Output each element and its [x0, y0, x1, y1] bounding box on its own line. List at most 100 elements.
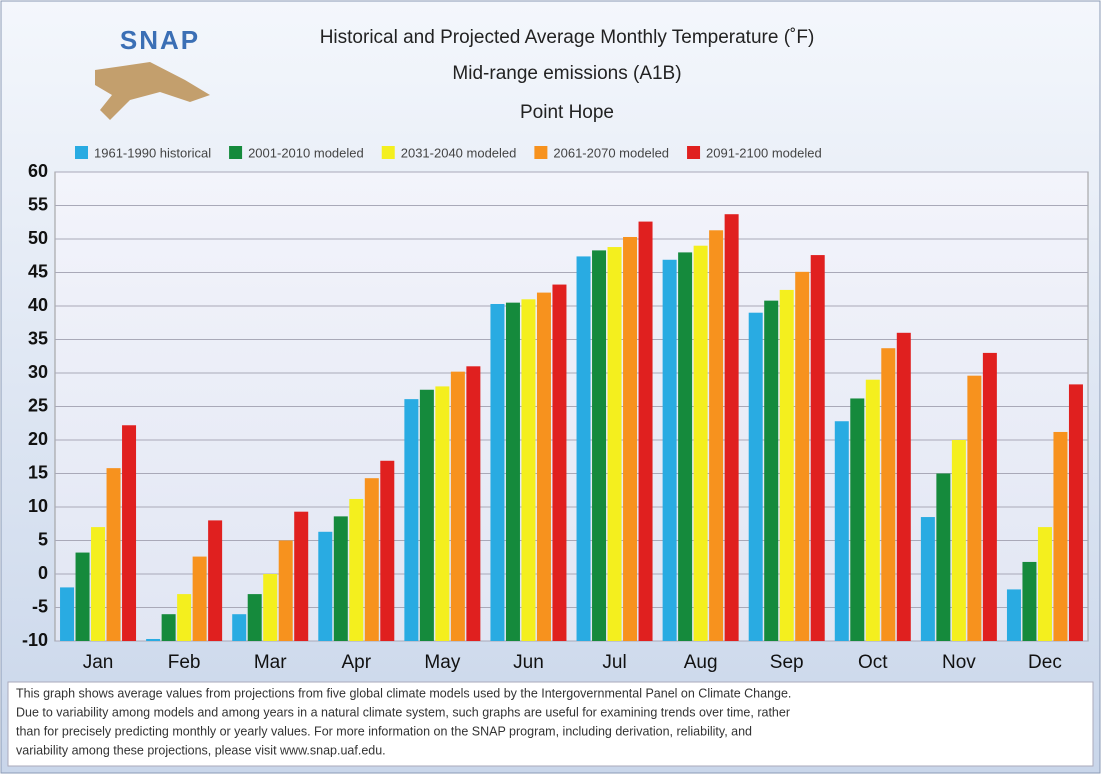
bar: [505, 302, 520, 641]
y-tick-label: 35: [28, 328, 48, 348]
bar: [724, 214, 739, 641]
bar: [693, 245, 708, 641]
bar: [232, 614, 247, 641]
bar: [896, 332, 911, 641]
footer-box: [7, 681, 1094, 767]
footer-text: This graph shows average values from pro…: [16, 686, 791, 700]
bar: [75, 552, 90, 641]
bar: [779, 289, 794, 641]
bar: [967, 375, 982, 641]
x-tick-label: Apr: [342, 652, 372, 673]
legend-label: 2001-2010 modeled: [248, 145, 364, 160]
y-tick-label: 30: [28, 362, 48, 382]
footer-text: variability among these projections, ple…: [16, 743, 386, 757]
y-tick-label: -5: [32, 596, 48, 616]
y-tick-label: 5: [38, 529, 48, 549]
bar: [466, 366, 481, 641]
bar: [951, 440, 966, 641]
bar: [865, 379, 880, 641]
bar: [263, 574, 278, 641]
bar: [536, 292, 551, 641]
bar: [850, 398, 865, 641]
bar: [678, 252, 693, 641]
y-tick-label: 15: [28, 462, 48, 482]
bar: [364, 478, 379, 641]
chart-subtitle: Mid-range emissions (A1B): [452, 63, 681, 84]
bar: [404, 399, 419, 641]
legend-swatch: [229, 146, 243, 159]
bar: [764, 300, 779, 641]
bar: [834, 421, 849, 641]
bar: [435, 386, 450, 641]
bar: [419, 389, 434, 641]
legend-swatch: [687, 146, 701, 159]
y-tick-label: 25: [28, 395, 48, 415]
y-tick-label: 40: [28, 295, 48, 315]
bar: [795, 271, 810, 641]
bar: [122, 425, 137, 641]
x-tick-label: Sep: [770, 652, 804, 673]
bar: [936, 473, 951, 641]
x-tick-label: Nov: [942, 652, 976, 673]
bar: [490, 303, 505, 641]
bar: [380, 460, 395, 641]
bar: [881, 348, 896, 641]
bar: [294, 511, 309, 641]
x-tick-label: Jan: [83, 652, 114, 673]
bar: [318, 531, 333, 641]
bar: [1037, 527, 1052, 641]
bar: [748, 312, 763, 641]
y-tick-label: 10: [28, 496, 48, 516]
bar: [192, 556, 207, 641]
x-tick-label: Jun: [513, 652, 544, 673]
bar: [333, 516, 348, 641]
y-tick-label: 45: [28, 261, 48, 281]
bar: [106, 468, 121, 641]
bar: [623, 236, 638, 642]
y-tick-label: -10: [22, 630, 48, 650]
y-tick-label: 20: [28, 429, 48, 449]
bar: [1006, 589, 1021, 641]
bar: [662, 259, 677, 641]
legend-label: 2091-2100 modeled: [706, 145, 822, 160]
legend-label: 2031-2040 modeled: [401, 145, 517, 160]
y-tick-label: 55: [28, 194, 48, 214]
legend-swatch: [75, 146, 88, 159]
bar: [552, 284, 567, 641]
bar: [709, 230, 724, 642]
bar: [1022, 561, 1037, 641]
logo: SNAP: [95, 25, 210, 120]
bar: [1068, 384, 1083, 641]
bar: [592, 250, 607, 641]
bar: [1053, 431, 1068, 641]
y-tick-label: 60: [28, 161, 48, 181]
bar: [576, 256, 591, 641]
bar: [349, 498, 364, 641]
chart-location: Point Hope: [520, 102, 614, 123]
x-tick-label: Feb: [168, 652, 201, 673]
bar: [810, 255, 825, 641]
bar: [278, 540, 293, 641]
legend-swatch: [381, 146, 395, 159]
x-tick-label: May: [424, 652, 460, 673]
x-tick-label: Mar: [254, 652, 287, 673]
bar: [521, 299, 536, 641]
bar: [982, 352, 997, 641]
bar: [450, 371, 465, 641]
bar: [60, 587, 75, 641]
x-tick-label: Jul: [602, 652, 626, 673]
logo-text: SNAP: [120, 25, 200, 55]
bar: [638, 221, 653, 641]
footer-text: Due to variability among models and amon…: [16, 705, 790, 719]
chart-title: Historical and Projected Average Monthly…: [320, 27, 815, 48]
bar: [91, 527, 106, 641]
x-tick-label: Aug: [684, 652, 718, 673]
x-tick-label: Dec: [1028, 652, 1062, 673]
legend-label: 2061-2070 modeled: [553, 145, 669, 160]
bar: [208, 520, 223, 641]
bar: [177, 594, 192, 641]
footer-text: than for precisely predicting monthly or…: [16, 724, 752, 738]
x-tick-label: Oct: [858, 652, 888, 673]
bar: [247, 594, 262, 641]
